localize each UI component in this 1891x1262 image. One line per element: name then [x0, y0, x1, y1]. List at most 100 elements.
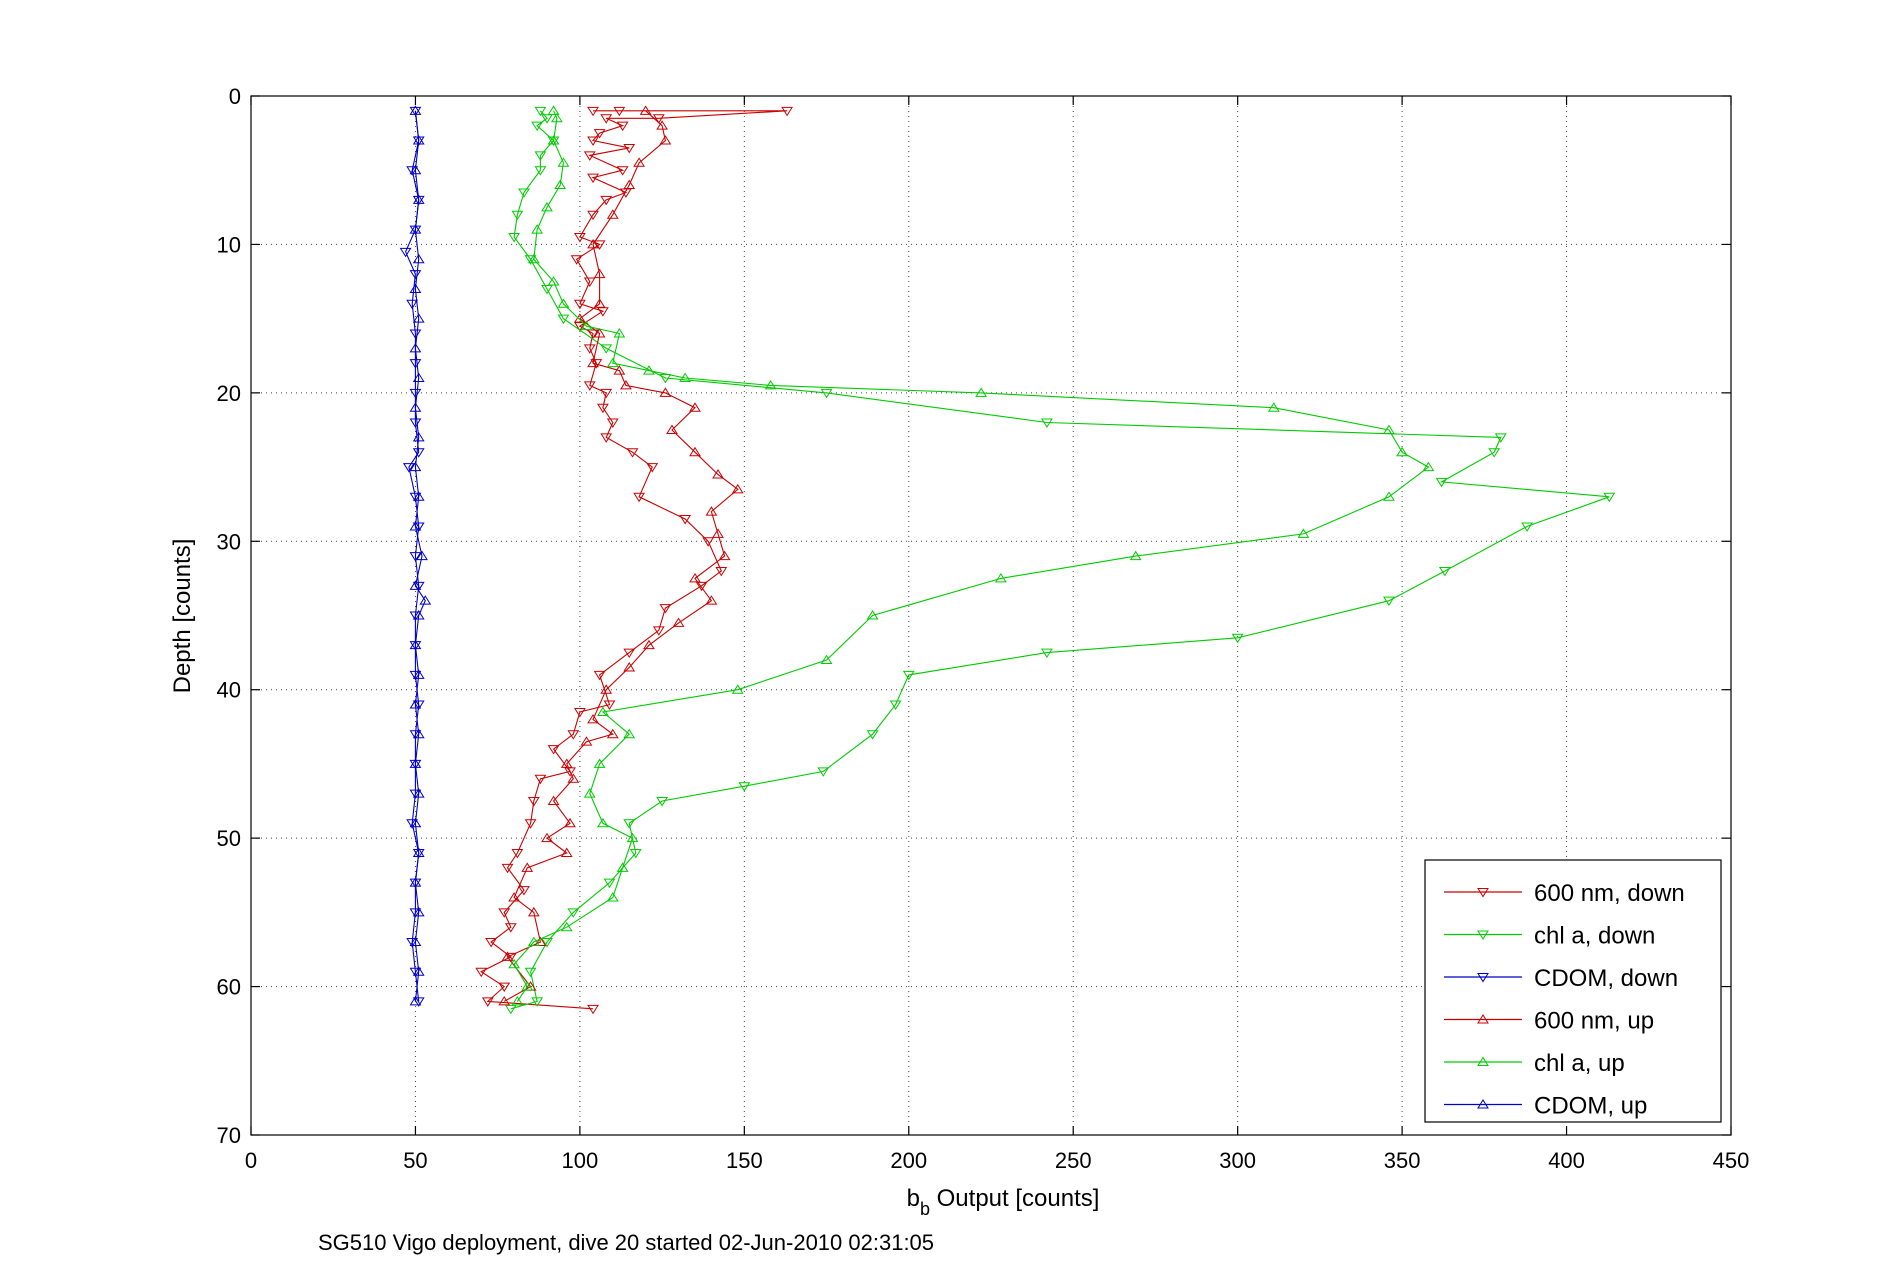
data-point	[409, 520, 422, 531]
y-tick-label: 50	[217, 826, 241, 851]
series-600-nm-down	[475, 106, 793, 1015]
legend-entry: CDOM, up	[1444, 1093, 1647, 1120]
data-point	[573, 707, 586, 718]
legend-marker	[1477, 930, 1489, 940]
legend-label: 600 nm, up	[1534, 1008, 1654, 1035]
data-point	[409, 359, 422, 369]
data-point	[623, 648, 636, 659]
data-point	[731, 684, 744, 694]
data-point	[481, 997, 494, 1007]
data-point	[534, 936, 547, 947]
data-point	[524, 819, 537, 829]
data-point	[689, 572, 701, 583]
data-point	[731, 483, 744, 494]
data-point	[600, 195, 613, 206]
data-point	[560, 758, 573, 768]
legend-entry: chl a, up	[1444, 1050, 1625, 1077]
data-point	[550, 112, 563, 123]
data-point	[1383, 596, 1395, 607]
data-point	[511, 848, 524, 859]
legend-label: CDOM, down	[1534, 965, 1678, 992]
data-point	[689, 402, 701, 412]
data-point	[412, 700, 425, 711]
data-point	[583, 788, 596, 798]
data-point	[547, 105, 560, 115]
data-point	[1488, 448, 1501, 458]
legend: 600 nm, down chl a, down CDOM, down 600 nm,…	[1424, 859, 1722, 1123]
series-line	[414, 110, 426, 1002]
y-tick-label: 20	[217, 381, 241, 406]
data-point	[409, 270, 422, 280]
x-tick-label: 400	[1548, 1148, 1585, 1173]
data-point	[541, 284, 553, 295]
series-line	[513, 110, 1430, 1002]
data-point	[409, 699, 422, 709]
data-point	[656, 120, 669, 130]
legend-box	[1424, 859, 1722, 1123]
data-point	[994, 572, 1007, 583]
legend-entry: chl a, down	[1444, 923, 1655, 950]
data-point	[889, 700, 902, 711]
data-point	[557, 314, 570, 325]
data-point	[518, 188, 530, 198]
data-point	[902, 670, 915, 681]
figure-caption: SG510 Vigo deployment, dive 20 started 0…	[318, 1230, 934, 1255]
series-layer	[399, 105, 1616, 1015]
data-point	[541, 114, 553, 124]
series-cdom-down	[399, 106, 425, 1007]
data-point	[409, 758, 422, 768]
data-point	[518, 886, 530, 896]
legend-marker	[1477, 1056, 1489, 1066]
data-point	[597, 403, 609, 414]
data-point	[781, 106, 793, 117]
data-point	[508, 233, 521, 243]
data-point	[547, 795, 560, 806]
data-point	[409, 418, 422, 428]
legend-label: chl a, up	[1534, 1050, 1625, 1077]
data-point	[656, 797, 669, 807]
data-point	[508, 892, 521, 902]
data-point	[738, 782, 751, 792]
data-point	[567, 730, 580, 740]
data-point	[534, 151, 547, 161]
data-point	[527, 936, 540, 947]
data-point	[485, 938, 497, 948]
legend-label: 600 nm, down	[1534, 880, 1685, 907]
data-point	[1041, 418, 1053, 428]
data-point	[541, 832, 553, 843]
data-point	[866, 610, 879, 620]
data-point	[633, 157, 645, 167]
data-point	[613, 106, 626, 117]
data-point	[1396, 446, 1409, 457]
series-line	[503, 110, 739, 1002]
data-point	[409, 492, 422, 503]
data-point	[409, 224, 422, 234]
data-point	[570, 255, 583, 265]
legend-label: chl a, down	[1534, 923, 1655, 950]
data-point	[613, 328, 626, 338]
data-point	[1435, 477, 1448, 488]
data-point	[866, 730, 879, 740]
data-point	[679, 372, 692, 383]
data-point	[409, 877, 422, 887]
data-point	[623, 143, 636, 154]
data-point	[573, 313, 586, 323]
data-point	[564, 817, 576, 828]
data-point	[1383, 491, 1395, 501]
data-point	[531, 121, 544, 132]
data-point	[409, 105, 422, 115]
series-cdom-up	[409, 105, 432, 1006]
data-point	[531, 224, 544, 234]
data-point	[626, 448, 639, 458]
data-point	[646, 463, 659, 473]
data-point	[583, 151, 596, 161]
data-point	[501, 951, 514, 961]
data-point	[587, 357, 599, 368]
data-point	[633, 492, 645, 503]
data-point	[616, 166, 629, 176]
data-point	[583, 277, 596, 287]
data-point	[409, 611, 422, 621]
data-point	[702, 537, 715, 547]
data-point	[583, 344, 596, 354]
legend-entry: CDOM, down	[1444, 965, 1678, 992]
